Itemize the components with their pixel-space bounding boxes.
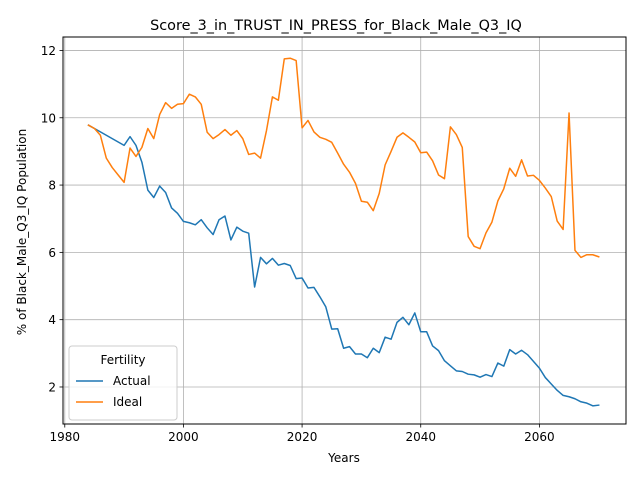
x-tick-label: 2040 <box>405 430 436 444</box>
x-tick-label: 1980 <box>50 430 81 444</box>
series-lines <box>87 57 600 407</box>
chart-title: Score_3_in_TRUST_IN_PRESS_for_Black_Male… <box>150 18 522 34</box>
grid <box>63 37 626 424</box>
series-line-ideal <box>87 57 600 259</box>
y-axis-label: % of Black_Male_Q3_IQ Population <box>15 129 29 335</box>
legend-title: Fertility <box>100 353 145 367</box>
series-line-actual <box>87 124 600 407</box>
y-tick-label: 10 <box>41 111 56 125</box>
axis-ticks: 1980 2000 2020 2040 2060 2 4 6 8 10 12 <box>41 44 555 444</box>
legend-label-actual: Actual <box>113 374 151 388</box>
y-tick-label: 4 <box>48 313 56 327</box>
x-tick-label: 2000 <box>168 430 199 444</box>
y-tick-label: 12 <box>41 44 56 58</box>
x-axis-label: Years <box>327 451 360 465</box>
x-tick-label: 2060 <box>524 430 555 444</box>
x-tick-label: 2020 <box>287 430 318 444</box>
plot-frame <box>62 36 627 425</box>
legend-label-ideal: Ideal <box>113 395 142 409</box>
y-tick-label: 2 <box>48 380 56 394</box>
y-tick-label: 6 <box>48 246 56 260</box>
y-tick-label: 8 <box>48 179 56 193</box>
legend: Fertility Actual Ideal <box>68 345 178 421</box>
